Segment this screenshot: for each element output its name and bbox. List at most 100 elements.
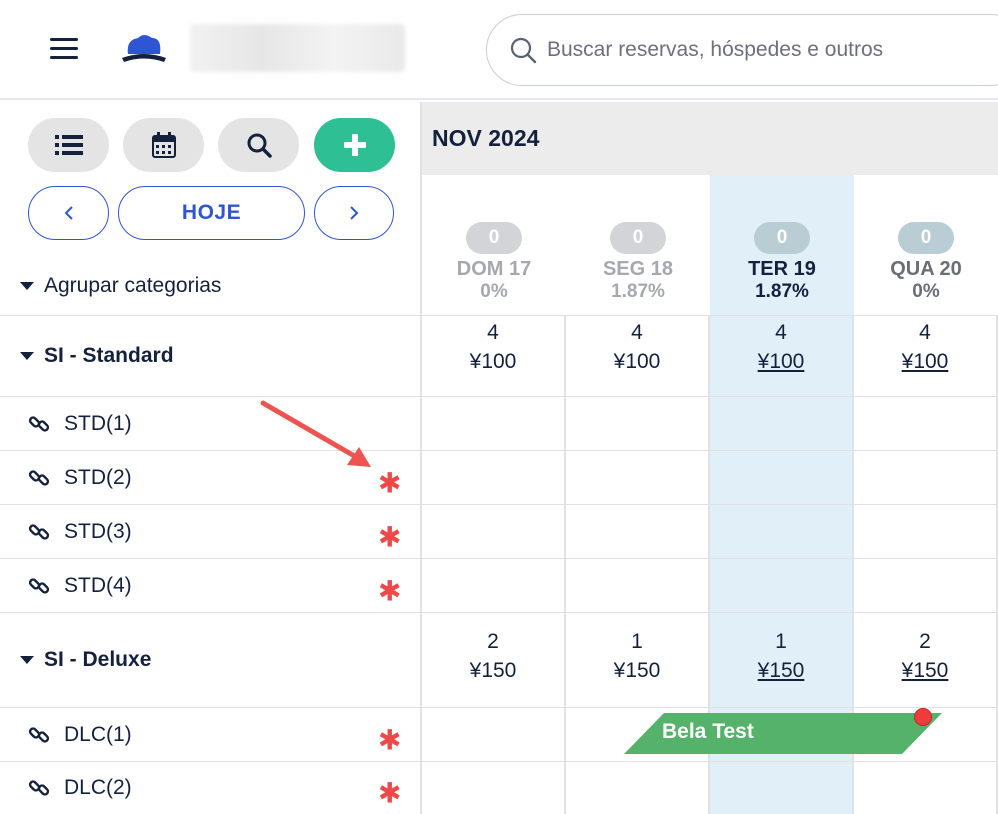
rate-cell[interactable]: 2 ¥150 — [422, 613, 566, 707]
room-cell[interactable] — [710, 451, 854, 504]
link-icon — [28, 780, 50, 796]
rate-cell[interactable]: 4 ¥100 — [854, 316, 998, 396]
logo-icon — [122, 35, 166, 62]
rate-cell[interactable]: 2 ¥150 — [854, 613, 998, 707]
availability-count: 2 — [487, 630, 499, 653]
room-cell[interactable] — [566, 505, 710, 558]
room-cell[interactable] — [710, 762, 854, 814]
room-name[interactable]: STD(2) — [64, 465, 132, 489]
room-cell[interactable] — [710, 559, 854, 612]
chevron-left-icon — [64, 206, 73, 220]
rate-cell[interactable]: 1 ¥150 — [710, 613, 854, 707]
room-cell[interactable] — [566, 559, 710, 612]
room-cell[interactable] — [566, 762, 710, 814]
rate-price: ¥100 — [469, 350, 517, 373]
menu-icon[interactable] — [50, 38, 78, 62]
room-cell[interactable] — [422, 559, 566, 612]
category-toggle[interactable]: SI - Deluxe — [0, 648, 151, 672]
availability-count: 4 — [487, 321, 499, 344]
room-cell[interactable] — [422, 505, 566, 558]
rate-cell[interactable]: 1 ¥150 — [566, 613, 710, 707]
required-asterisk-icon: ✱ — [378, 575, 402, 607]
room-cell[interactable] — [422, 451, 566, 504]
day-header-today[interactable]: 0 TER 19 1.87% — [710, 175, 854, 315]
room-name[interactable]: STD(3) — [64, 519, 132, 543]
search-input[interactable] — [547, 38, 997, 62]
search-bar[interactable] — [486, 14, 998, 86]
day-name: TER 19 — [748, 258, 816, 280]
rate-price: ¥150 — [469, 659, 517, 682]
availability-count: 4 — [775, 321, 787, 344]
room-cell[interactable] — [854, 762, 998, 814]
month-label: NOV 2024 — [422, 102, 998, 175]
occupancy-badge: 0 — [898, 222, 954, 254]
room-cell[interactable] — [566, 397, 710, 450]
room-cell[interactable] — [710, 505, 854, 558]
previous-button[interactable] — [28, 186, 109, 240]
rate-cell[interactable]: 4 ¥100 — [422, 316, 566, 396]
day-header[interactable]: 0 SEG 18 1.87% — [566, 175, 710, 315]
required-asterisk-icon: ✱ — [378, 467, 402, 499]
caret-down-icon — [20, 352, 34, 360]
add-button[interactable] — [314, 118, 395, 172]
calendar-icon — [151, 132, 176, 158]
plus-icon — [343, 134, 366, 156]
group-categories-toggle[interactable]: Agrupar categorias — [20, 274, 221, 298]
next-button[interactable] — [314, 186, 394, 240]
booking-guest-name: Bela Test — [662, 720, 754, 743]
rate-price-link[interactable]: ¥100 — [901, 350, 949, 373]
required-asterisk-icon: ✱ — [378, 724, 402, 756]
today-button[interactable]: HOJE — [118, 186, 305, 240]
booking-status-dot — [914, 708, 932, 726]
booking-bar[interactable]: Bela Test — [624, 708, 942, 754]
search-icon — [510, 37, 537, 64]
day-header[interactable]: 0 QUA 20 0% — [854, 175, 998, 315]
day-name: SEG 18 — [602, 258, 674, 280]
room-cell[interactable] — [854, 559, 998, 612]
rate-cell[interactable]: 4 ¥100 — [566, 316, 710, 396]
link-icon — [28, 469, 50, 486]
chevron-right-icon — [350, 206, 359, 220]
day-header[interactable]: 0 DOM 17 0% — [422, 175, 566, 315]
occupancy-badge: 0 — [610, 222, 666, 254]
room-cell[interactable] — [422, 762, 566, 814]
room-cell[interactable] — [422, 708, 566, 761]
room-name[interactable]: STD(1) — [64, 411, 132, 435]
category-toggle[interactable]: SI - Standard — [0, 344, 174, 368]
day-occupancy-percent: 0% — [480, 281, 508, 302]
list-view-button[interactable] — [28, 118, 109, 172]
today-button-label: HOJE — [181, 201, 242, 224]
occupancy-badge: 0 — [466, 222, 522, 254]
room-cell[interactable] — [854, 397, 998, 450]
annotation-arrow-icon — [260, 400, 371, 467]
rate-price-link[interactable]: ¥100 — [757, 350, 805, 373]
room-cell[interactable] — [422, 397, 566, 450]
left-panel: HOJE Agrupar categorias — [0, 102, 422, 814]
blurred-property-name — [190, 24, 405, 72]
top-bar — [0, 0, 998, 100]
calendar-view-button[interactable] — [123, 118, 204, 172]
rate-price-link[interactable]: ¥150 — [757, 659, 805, 682]
room-cell[interactable] — [566, 451, 710, 504]
rate-price-link[interactable]: ¥150 — [901, 659, 949, 682]
availability-count: 1 — [631, 630, 643, 653]
link-icon — [28, 726, 50, 743]
day-name: DOM 17 — [456, 258, 532, 280]
room-cell[interactable] — [854, 451, 998, 504]
room-name[interactable]: DLC(2) — [64, 776, 132, 799]
room-name[interactable]: DLC(1) — [64, 722, 132, 746]
category-row: SI - Standard 4 ¥100 4 ¥100 4 ¥100 4 ¥100 — [0, 315, 998, 396]
rate-cell[interactable]: 4 ¥100 — [710, 316, 854, 396]
caret-down-icon — [20, 656, 34, 664]
room-cell[interactable] — [854, 708, 998, 761]
group-categories-label: Agrupar categorias — [44, 274, 222, 297]
category-name: SI - Standard — [44, 344, 174, 367]
occupancy-badge: 0 — [754, 222, 810, 254]
booking-shape — [624, 713, 942, 754]
room-name[interactable]: STD(4) — [64, 573, 132, 597]
search-button[interactable] — [218, 118, 299, 172]
day-occupancy-percent: 1.87% — [755, 281, 809, 302]
room-cell[interactable] — [710, 397, 854, 450]
availability-count: 4 — [919, 321, 931, 344]
room-cell[interactable] — [854, 505, 998, 558]
